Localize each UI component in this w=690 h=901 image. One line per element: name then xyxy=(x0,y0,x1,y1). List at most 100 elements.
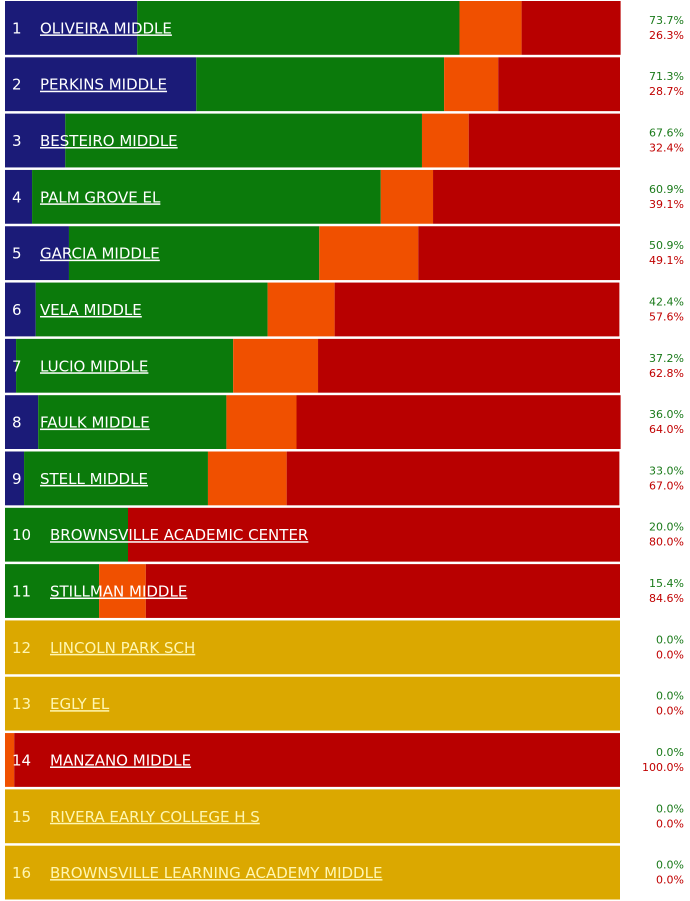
bar-segment xyxy=(24,451,208,506)
bar-segment xyxy=(380,169,434,224)
fail-rate-label: 26.3% xyxy=(649,29,684,42)
rank: 10 xyxy=(12,526,31,544)
fail-rate-label: 80.0% xyxy=(649,536,684,549)
pass-rate-label: 0.0% xyxy=(656,746,684,759)
pass-rate-label: 0.0% xyxy=(656,690,684,703)
bar-segment xyxy=(5,564,100,618)
rank: 3 xyxy=(12,132,22,150)
bar-segment xyxy=(35,282,268,337)
pass-rate-label: 37.2% xyxy=(649,352,684,365)
bar-segment xyxy=(32,169,381,224)
school-link[interactable]: PALM GROVE EL xyxy=(40,188,161,206)
bar-segment xyxy=(5,507,128,562)
school-link[interactable]: LINCOLN PARK SCH xyxy=(50,639,195,657)
fail-rate-label: 62.8% xyxy=(649,367,684,380)
pass-rate-label: 42.4% xyxy=(649,295,684,308)
bar-segment xyxy=(5,395,39,449)
fail-rate-label: 100.0% xyxy=(642,761,684,774)
school-link[interactable]: EGLY EL xyxy=(50,695,110,713)
bar-segment xyxy=(5,676,620,731)
bar-segment xyxy=(207,451,287,506)
pass-rate-label: 71.3% xyxy=(649,70,684,83)
fail-rate-label: 64.0% xyxy=(649,423,684,436)
school-link[interactable]: STILLMAN MIDDLE xyxy=(50,583,187,601)
fail-rate-label: 0.0% xyxy=(656,705,684,718)
bar-segment xyxy=(318,338,620,393)
fail-rate-label: 0.0% xyxy=(656,817,684,830)
fail-rate-label: 49.1% xyxy=(649,254,684,267)
school-link[interactable]: VELA MIDDLE xyxy=(40,301,142,319)
pass-rate-label: 15.4% xyxy=(649,577,684,590)
school-link[interactable]: BROWNSVILLE LEARNING ACADEMY MIDDLE xyxy=(50,864,382,882)
bar-segment xyxy=(5,845,620,900)
pass-rate-label: 0.0% xyxy=(656,802,684,815)
bar-segment xyxy=(65,113,422,168)
bar-segment xyxy=(296,395,621,449)
school-link[interactable]: FAULK MIDDLE xyxy=(40,414,150,432)
school-link[interactable]: MANZANO MIDDLE xyxy=(50,751,191,769)
pass-rate-label: 0.0% xyxy=(656,859,684,872)
bar-segment xyxy=(5,113,66,168)
bar-segment xyxy=(468,113,620,168)
bar-segment xyxy=(433,169,620,224)
school-link[interactable]: GARCIA MIDDLE xyxy=(40,245,160,263)
school-link[interactable]: BESTEIRO MIDDLE xyxy=(40,132,178,150)
school-link[interactable]: PERKINS MIDDLE xyxy=(40,76,167,94)
bar-segment xyxy=(5,620,620,675)
rank: 13 xyxy=(12,695,31,713)
pass-rate-label: 67.6% xyxy=(649,127,684,140)
rank: 2 xyxy=(12,76,22,94)
pass-rate-label: 73.7% xyxy=(649,14,684,27)
rank: 7 xyxy=(12,357,22,375)
bar-segment xyxy=(38,395,227,449)
school-link[interactable]: STELL MIDDLE xyxy=(40,470,148,488)
bar-segment xyxy=(444,57,499,112)
rank: 9 xyxy=(12,470,22,488)
rank: 8 xyxy=(12,414,22,432)
fail-rate-label: 0.0% xyxy=(656,874,684,887)
bar-segment xyxy=(196,57,445,112)
fail-rate-label: 57.6% xyxy=(649,310,684,323)
bar-segment xyxy=(145,564,620,618)
pass-rate-label: 36.0% xyxy=(649,408,684,421)
bar-segment xyxy=(5,733,15,787)
bar-segment xyxy=(319,226,419,281)
rank: 15 xyxy=(12,808,31,826)
bar-segment xyxy=(421,113,469,168)
rank: 12 xyxy=(12,639,31,657)
fail-rate-label: 0.0% xyxy=(656,648,684,661)
rank: 5 xyxy=(12,245,22,263)
school-link[interactable]: BROWNSVILLE ACADEMIC CENTER xyxy=(50,526,308,544)
bar-segment xyxy=(226,395,297,449)
pass-rate-label: 50.9% xyxy=(649,239,684,252)
bar-segment xyxy=(5,169,33,224)
bar-segment xyxy=(128,507,620,562)
school-link[interactable]: RIVERA EARLY COLLEGE H S xyxy=(50,808,260,826)
bar-segment xyxy=(68,226,320,281)
fail-rate-label: 84.6% xyxy=(649,592,684,605)
pass-rate-label: 60.9% xyxy=(649,183,684,196)
fail-rate-label: 39.1% xyxy=(649,198,684,211)
bar-segment xyxy=(498,57,620,112)
rank: 4 xyxy=(12,188,22,206)
school-link[interactable]: OLIVEIRA MIDDLE xyxy=(40,19,172,37)
bar-segment xyxy=(14,733,621,787)
bar-segment xyxy=(233,338,319,393)
bar-segment xyxy=(267,282,335,337)
rank: 11 xyxy=(12,583,31,601)
school-link[interactable]: LUCIO MIDDLE xyxy=(40,357,148,375)
fail-rate-label: 28.7% xyxy=(649,85,684,98)
pass-rate-label: 33.0% xyxy=(649,464,684,477)
fail-rate-label: 32.4% xyxy=(649,142,684,155)
bar-segment xyxy=(5,338,17,393)
rank: 6 xyxy=(12,301,22,319)
bar-segment xyxy=(459,1,522,55)
bar-segment xyxy=(16,338,234,393)
bar-segment xyxy=(334,282,620,337)
bar-segment xyxy=(5,57,197,112)
fail-rate-label: 67.0% xyxy=(649,479,684,492)
rank: 14 xyxy=(12,751,31,769)
rank: 16 xyxy=(12,864,31,882)
pass-rate-label: 20.0% xyxy=(649,521,684,534)
